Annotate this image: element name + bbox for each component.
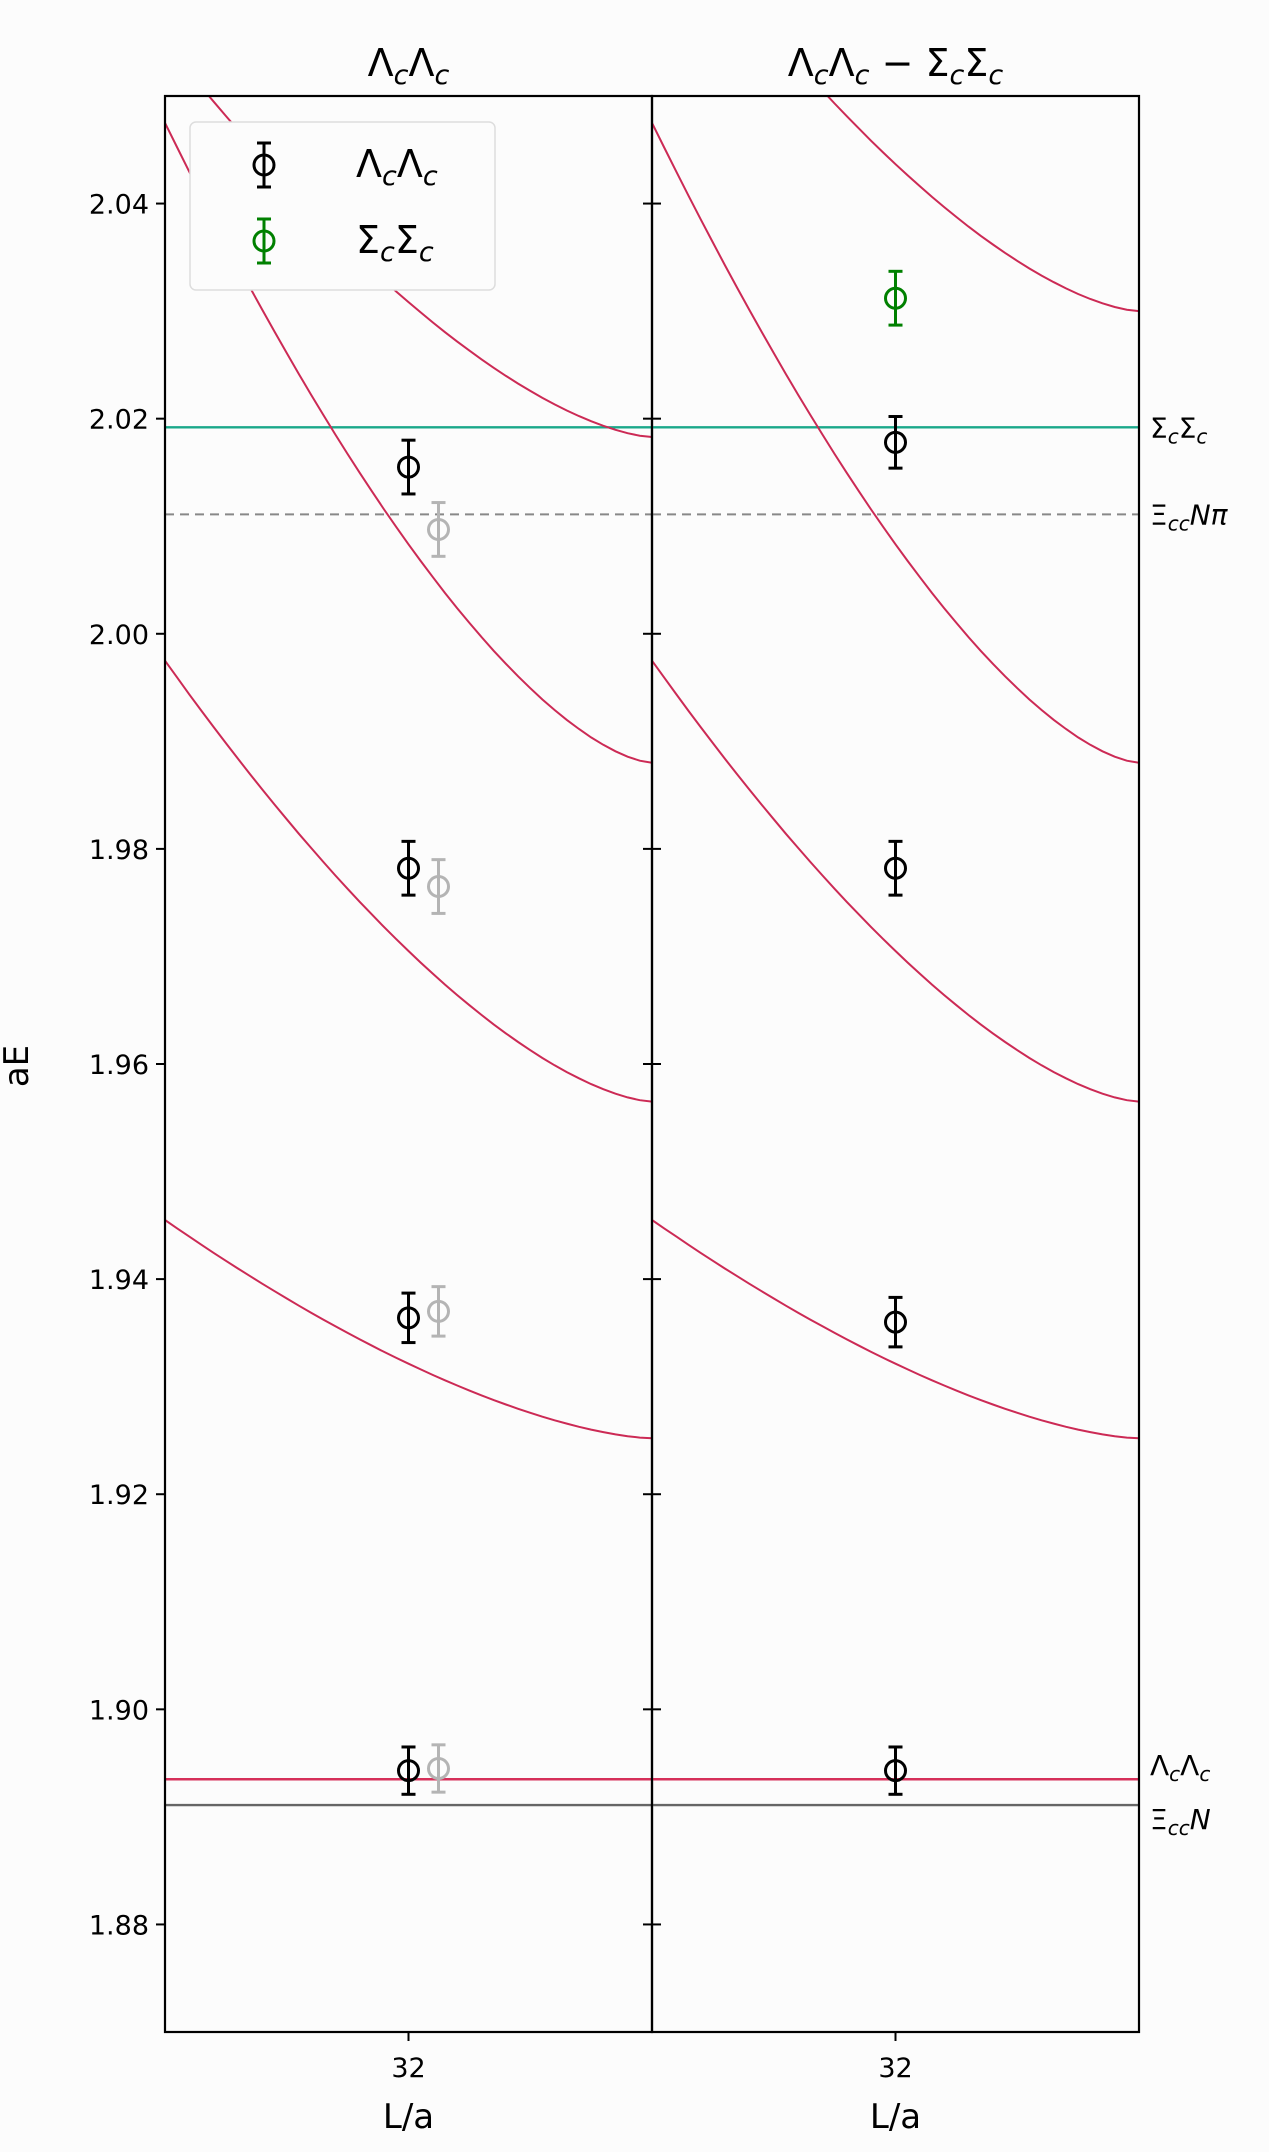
y-tick-label: 2.04	[89, 190, 149, 221]
energy-curve	[165, 1219, 652, 1440]
legend-box	[189, 121, 496, 291]
energy-curve	[652, 1219, 1139, 1440]
panel-title: Λc​Λc​ − Σc​Σc​	[788, 41, 1004, 91]
marker	[884, 430, 907, 454]
marker	[427, 517, 450, 541]
panel-2: 32 L/a Λc​Λc​ − Σc​Σc​	[650, 41, 1141, 2137]
legend-label: Λc​Λc​	[356, 142, 438, 192]
data-point	[427, 858, 450, 915]
marker	[884, 286, 907, 310]
marker	[397, 1759, 420, 1783]
x-tick-label: 32	[878, 2053, 912, 2084]
y-tick-label: 1.98	[89, 835, 149, 866]
data-point	[427, 501, 450, 558]
y-tick-label: 1.88	[89, 1910, 149, 1941]
data-point	[397, 1291, 420, 1345]
threshold-label: Σc​Σc​	[1150, 411, 1207, 448]
x-axis-label: L/a	[870, 2097, 921, 2137]
legend-marker	[252, 153, 276, 177]
legend-marker	[252, 229, 276, 253]
threshold-label: Λc​Λc​	[1150, 1749, 1210, 1786]
data-point	[397, 1745, 420, 1796]
data-point	[427, 1743, 450, 1794]
legend-label: Σc​Σc​	[356, 218, 434, 268]
y-tick-label: 2.02	[89, 405, 149, 436]
data-point	[884, 1745, 907, 1796]
y-tick-label: 1.94	[89, 1265, 149, 1296]
y-tick-label: 1.92	[89, 1480, 149, 1511]
plot-area: 1.88 1.90 1.92 1.94 1.96 1.98 2.00 2.02 2.04 32 L/…	[89, 41, 1141, 2137]
legend: Λc​Λc​ Σc​Σc​	[189, 121, 496, 291]
panel-content	[652, 96, 1139, 1807]
data-point	[397, 438, 420, 496]
y-tick-label: 1.90	[89, 1695, 149, 1726]
energy-curve	[826, 96, 1139, 313]
threshold-labels: Σc​Σc​ Ξcc​Nπ Λc​Λc​ Ξcc​N	[1150, 411, 1229, 1840]
y-tick-label: 1.96	[89, 1050, 149, 1081]
marker	[397, 455, 420, 479]
marker	[397, 1306, 420, 1330]
marker	[884, 1759, 907, 1783]
marker	[397, 856, 420, 880]
data-point	[884, 415, 907, 470]
panel-1: 1.88 1.90 1.92 1.94 1.96 1.98 2.00 2.02 2.04 32 L/…	[89, 41, 654, 2137]
x-tick-label: 32	[391, 2053, 425, 2084]
data-point	[884, 1295, 907, 1349]
energy-curve	[652, 122, 1139, 764]
panel-title: Λc​Λc​	[368, 41, 450, 91]
threshold-label: Ξcc​Nπ	[1150, 498, 1229, 535]
data-point	[884, 269, 907, 327]
marker	[427, 1756, 450, 1780]
x-axis-label: L/a	[383, 2097, 434, 2137]
threshold-label: Ξcc​N	[1150, 1803, 1211, 1840]
marker	[884, 1310, 907, 1334]
y-tick-label: 2.00	[89, 620, 149, 651]
marker	[427, 1299, 450, 1323]
energy-curve	[165, 660, 652, 1103]
energy-curve	[652, 660, 1139, 1103]
legend-entry: Σc​Σc​	[252, 217, 434, 268]
data-point	[427, 1285, 450, 1338]
data-point	[884, 839, 907, 897]
legend-entry: Λc​Λc​	[252, 141, 438, 192]
marker	[884, 856, 907, 880]
data-point	[397, 839, 420, 897]
marker	[427, 875, 450, 899]
y-axis-label: aE	[0, 1045, 37, 1087]
